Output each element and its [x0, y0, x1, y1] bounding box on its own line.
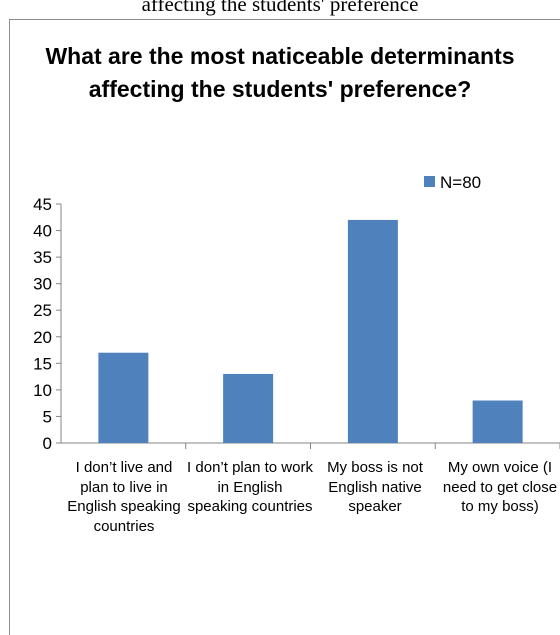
- bar-3: [347, 219, 398, 443]
- y-tick-label: 35: [33, 248, 52, 267]
- figure-caption: affecting the students' preference: [141, 0, 419, 16]
- x-tick-label-3: My boss is not English native speaker: [327, 459, 423, 515]
- y-tick-label: 30: [33, 275, 52, 294]
- y-tick-label: 45: [33, 195, 52, 214]
- chart-frame: [9, 19, 560, 635]
- legend-swatch: [424, 176, 435, 187]
- x-tick-label-1: I don’t live and plan to live in English…: [67, 459, 181, 535]
- chart-title: What are the most naticeable determinant…: [45, 43, 515, 102]
- bar-2: [223, 373, 274, 443]
- y-tick-label: 5: [43, 407, 52, 426]
- y-tick-label: 25: [33, 301, 52, 320]
- y-tick-label: 20: [33, 328, 52, 347]
- y-tick-label: 15: [33, 354, 52, 373]
- bar-4: [472, 400, 523, 443]
- legend-label: N=80: [440, 173, 481, 192]
- x-tick-label-2: I don’t plan to work in English speaking…: [187, 459, 313, 515]
- y-tick-label: 10: [33, 381, 52, 400]
- y-tick-label: 40: [33, 222, 52, 241]
- x-tick-label-4: My own voice (I need to get close to my …: [442, 459, 558, 515]
- y-tick-label: 0: [43, 434, 52, 453]
- bar-1: [98, 352, 149, 443]
